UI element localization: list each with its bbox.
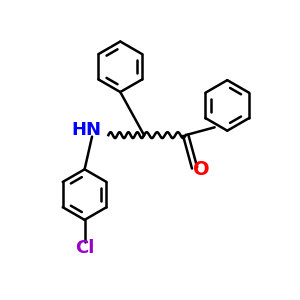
Text: HN: HN (72, 121, 102, 139)
Text: O: O (193, 160, 209, 179)
Text: Cl: Cl (75, 239, 94, 257)
